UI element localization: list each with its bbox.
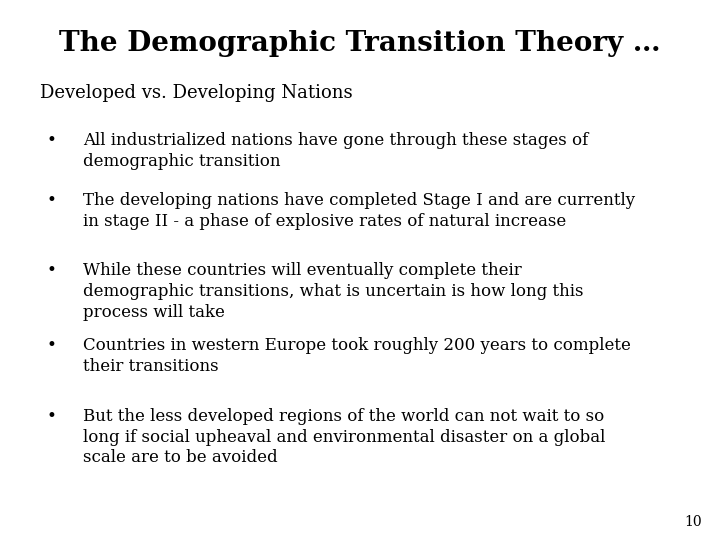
Text: •: •: [47, 408, 57, 424]
Text: •: •: [47, 132, 57, 149]
Text: But the less developed regions of the world can not wait to so
long if social up: But the less developed regions of the wo…: [83, 408, 606, 467]
Text: The Demographic Transition Theory …: The Demographic Transition Theory …: [59, 30, 661, 57]
Text: •: •: [47, 192, 57, 208]
Text: Developed vs. Developing Nations: Developed vs. Developing Nations: [40, 84, 352, 102]
Text: The developing nations have completed Stage I and are currently
in stage II - a : The developing nations have completed St…: [83, 192, 635, 230]
Text: While these countries will eventually complete their
demographic transitions, wh: While these countries will eventually co…: [83, 262, 583, 321]
Text: Countries in western Europe took roughly 200 years to complete
their transitions: Countries in western Europe took roughly…: [83, 338, 631, 375]
Text: •: •: [47, 338, 57, 354]
Text: •: •: [47, 262, 57, 279]
Text: All industrialized nations have gone through these stages of
demographic transit: All industrialized nations have gone thr…: [83, 132, 588, 170]
Text: 10: 10: [685, 515, 702, 529]
